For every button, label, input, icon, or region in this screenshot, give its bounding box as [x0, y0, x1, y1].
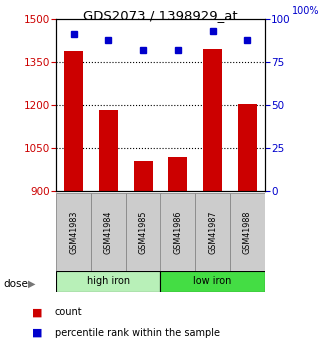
Text: count: count	[55, 307, 82, 317]
Bar	[99, 109, 118, 191]
Bar	[56, 193, 91, 271]
Text: GSM41987: GSM41987	[208, 210, 217, 254]
Text: percentile rank within the sample: percentile rank within the sample	[55, 328, 220, 338]
Bar	[230, 193, 265, 271]
Text: GSM41983: GSM41983	[69, 210, 78, 254]
Bar	[160, 271, 265, 292]
Bar	[168, 157, 187, 191]
Bar	[126, 193, 160, 271]
Text: dose: dose	[3, 279, 28, 288]
Text: GSM41988: GSM41988	[243, 210, 252, 254]
Text: 100%: 100%	[292, 6, 319, 16]
Text: GSM41984: GSM41984	[104, 210, 113, 254]
Text: ▶: ▶	[28, 279, 36, 288]
Bar	[160, 193, 195, 271]
Bar	[203, 49, 222, 191]
Bar	[56, 271, 160, 292]
Text: ■: ■	[32, 307, 43, 317]
Bar	[134, 161, 153, 191]
Bar	[91, 193, 126, 271]
Text: high iron: high iron	[87, 276, 130, 286]
Bar	[238, 104, 257, 191]
Text: GDS2073 / 1398929_at: GDS2073 / 1398929_at	[83, 9, 238, 22]
Text: GSM41985: GSM41985	[139, 210, 148, 254]
Text: GSM41986: GSM41986	[173, 210, 182, 254]
Bar	[195, 193, 230, 271]
Text: low iron: low iron	[194, 276, 232, 286]
Text: ■: ■	[32, 328, 43, 338]
Bar	[64, 51, 83, 191]
